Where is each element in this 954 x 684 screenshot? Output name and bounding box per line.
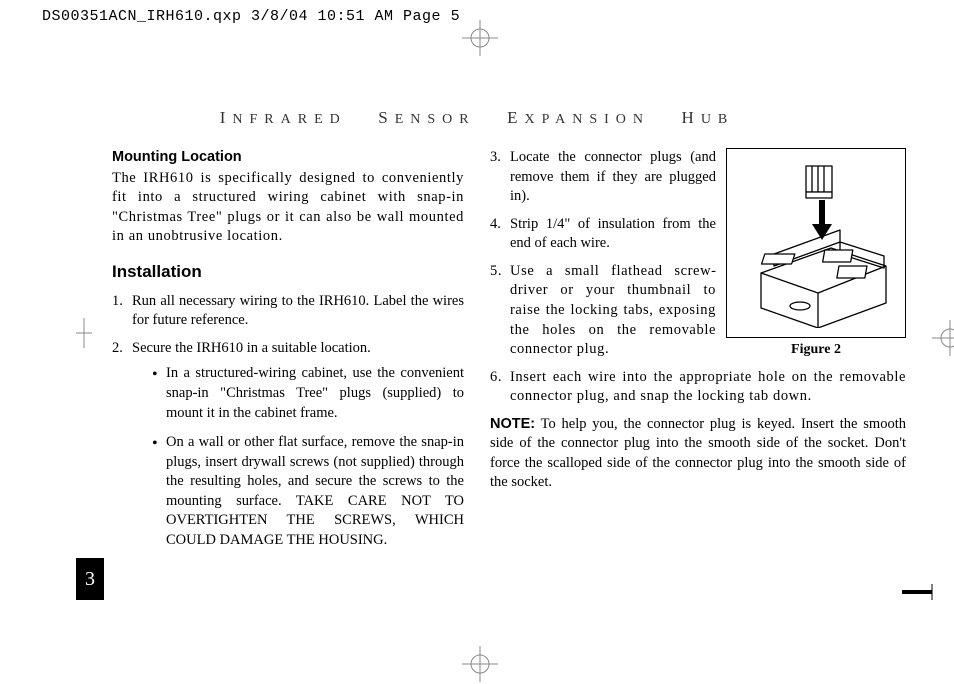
step-4: Strip 1/4" of insulation from the end of… [490, 215, 906, 254]
step-2: Secure the IRH610 in a suitable location… [112, 339, 464, 551]
registration-mark [902, 574, 950, 615]
step-5: Use a small flathead screw­driver or you… [490, 262, 906, 360]
column-left: Mounting Location The IRH610 is specific… [112, 148, 464, 561]
note-body: To help you, the connector plug is keyed… [490, 416, 906, 491]
body-content: Mounting Location The IRH610 is specific… [112, 148, 906, 561]
mounting-body: The IRH610 is specifically designed to c… [112, 169, 464, 247]
step-3: Locate the connector plugs (and remove t… [490, 148, 906, 207]
note-paragraph: NOTE: To help you, the connector plug is… [490, 415, 906, 493]
registration-tick-left [76, 318, 92, 353]
column-right: Figure 2 Locate the connector plugs (and… [490, 148, 906, 561]
mounting-heading: Mounting Location [112, 148, 464, 168]
bullet-wall: On a wall or other flat surface, remove … [152, 433, 464, 550]
bullet-cabinet: In a structured-wiring cabinet, use the … [152, 364, 464, 423]
crop-mark-right [930, 318, 950, 338]
note-label: NOTE: [490, 416, 535, 432]
step-2-bullets: In a structured-wiring cabinet, use the … [132, 364, 464, 550]
crop-mark-bottom [460, 644, 480, 664]
page-number-tab: 3 [76, 558, 104, 600]
print-slug: DS00351ACN_IRH610.qxp 3/8/04 10:51 AM Pa… [42, 8, 460, 25]
running-header: INFRARED SENSOR EXPANSION HUB [0, 108, 954, 128]
step-6: Insert each wire into the appropriate ho… [490, 368, 906, 407]
installation-heading: Installation [112, 261, 464, 284]
step-2-text: Secure the IRH610 in a suitable location… [132, 340, 371, 356]
step-1: Run all necessary wiring to the IRH610. … [112, 292, 464, 331]
crop-mark-top [460, 18, 480, 38]
install-steps-3-6: Locate the connector plugs (and remove t… [490, 148, 906, 407]
install-steps-1-2: Run all necessary wiring to the IRH610. … [112, 292, 464, 551]
